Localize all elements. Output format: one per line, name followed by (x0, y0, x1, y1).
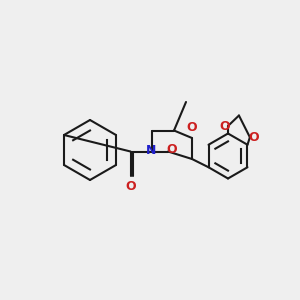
Text: N: N (146, 143, 157, 157)
Text: O: O (166, 142, 177, 156)
Text: O: O (187, 122, 197, 134)
Text: O: O (219, 120, 230, 133)
Text: O: O (248, 131, 259, 144)
Text: O: O (125, 180, 136, 193)
